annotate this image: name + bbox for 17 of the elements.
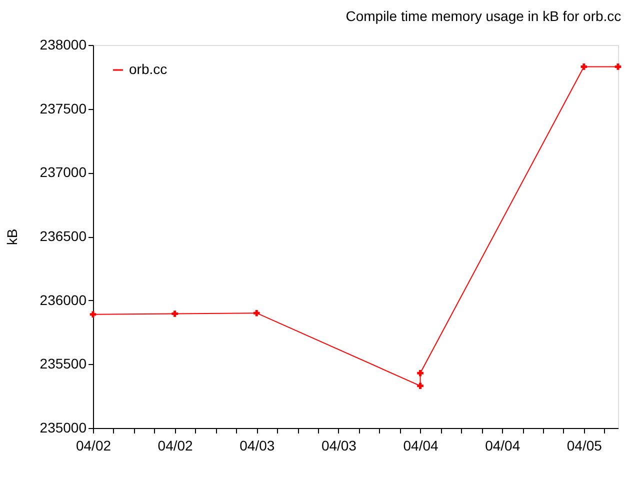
y-tick-label: 238000 [40,36,87,52]
y-tick-label: 236500 [40,228,87,244]
y-tick-label: 237500 [40,100,87,116]
x-tick-label: 04/03 [321,438,357,454]
y-tick-label: 235000 [40,420,87,436]
x-tick-label: 04/04 [403,438,438,454]
y-tick-label: 237000 [40,164,87,180]
x-tick-label: 04/02 [158,438,194,454]
chart-title: Compile time memory usage in kB for orb.cc [346,8,622,24]
legend-label: orb.cc [129,61,168,77]
x-tick-label: 04/03 [240,438,275,454]
x-tick-label: 04/02 [76,438,112,454]
x-tick-label: 04/05 [566,438,602,454]
x-tick-label: 04/04 [485,438,520,454]
y-tick-label: 235500 [40,356,87,372]
y-tick-label: 236000 [40,292,87,308]
y-axis-title: kB [4,228,20,246]
